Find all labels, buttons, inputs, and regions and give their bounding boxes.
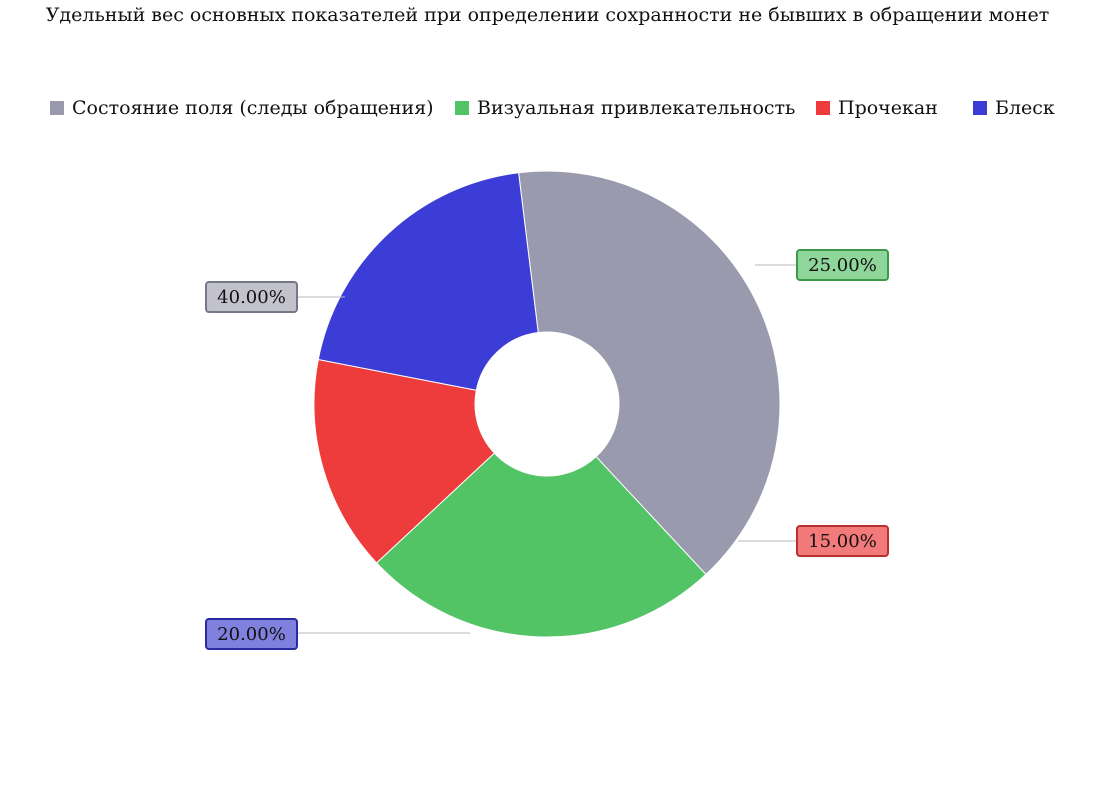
data-label: 20.00%	[205, 618, 298, 650]
legend-swatch	[816, 101, 830, 115]
legend-swatch	[50, 101, 64, 115]
legend-label: Прочекан	[838, 97, 938, 119]
data-label-box	[796, 525, 889, 557]
legend-label: Визуальная привлекательность	[477, 97, 796, 119]
data-label-box	[205, 618, 298, 650]
data-label: 25.00%	[796, 249, 889, 281]
data-label: 15.00%	[796, 525, 889, 557]
legend-item[interactable]: Блеск	[973, 97, 1055, 119]
pie-slice[interactable]	[518, 170, 781, 576]
legend: Состояние поля (следы обращения) Визуаль…	[50, 97, 1090, 119]
data-label-text: 40.00%	[217, 287, 286, 308]
data-label-text: 15.00%	[808, 531, 877, 552]
pie-slice[interactable]	[375, 452, 707, 638]
pie-slice[interactable]	[313, 358, 496, 564]
data-label-box	[205, 281, 298, 313]
legend-item[interactable]: Прочекан	[816, 97, 938, 119]
legend-swatch	[455, 101, 469, 115]
legend-label: Состояние поля (следы обращения)	[72, 97, 434, 119]
data-label-text: 25.00%	[808, 255, 877, 276]
data-label: 40.00%	[205, 281, 298, 313]
legend-item[interactable]: Состояние поля (следы обращения)	[50, 97, 434, 119]
data-label-box	[796, 249, 889, 281]
legend-swatch	[973, 101, 987, 115]
chart-title: Удельный вес основных показателей при оп…	[45, 4, 1050, 26]
data-label-text: 20.00%	[217, 624, 286, 645]
legend-item[interactable]: Визуальная привлекательность	[455, 97, 795, 119]
legend-label: Блеск	[995, 97, 1055, 119]
pie-slice[interactable]	[317, 172, 539, 391]
